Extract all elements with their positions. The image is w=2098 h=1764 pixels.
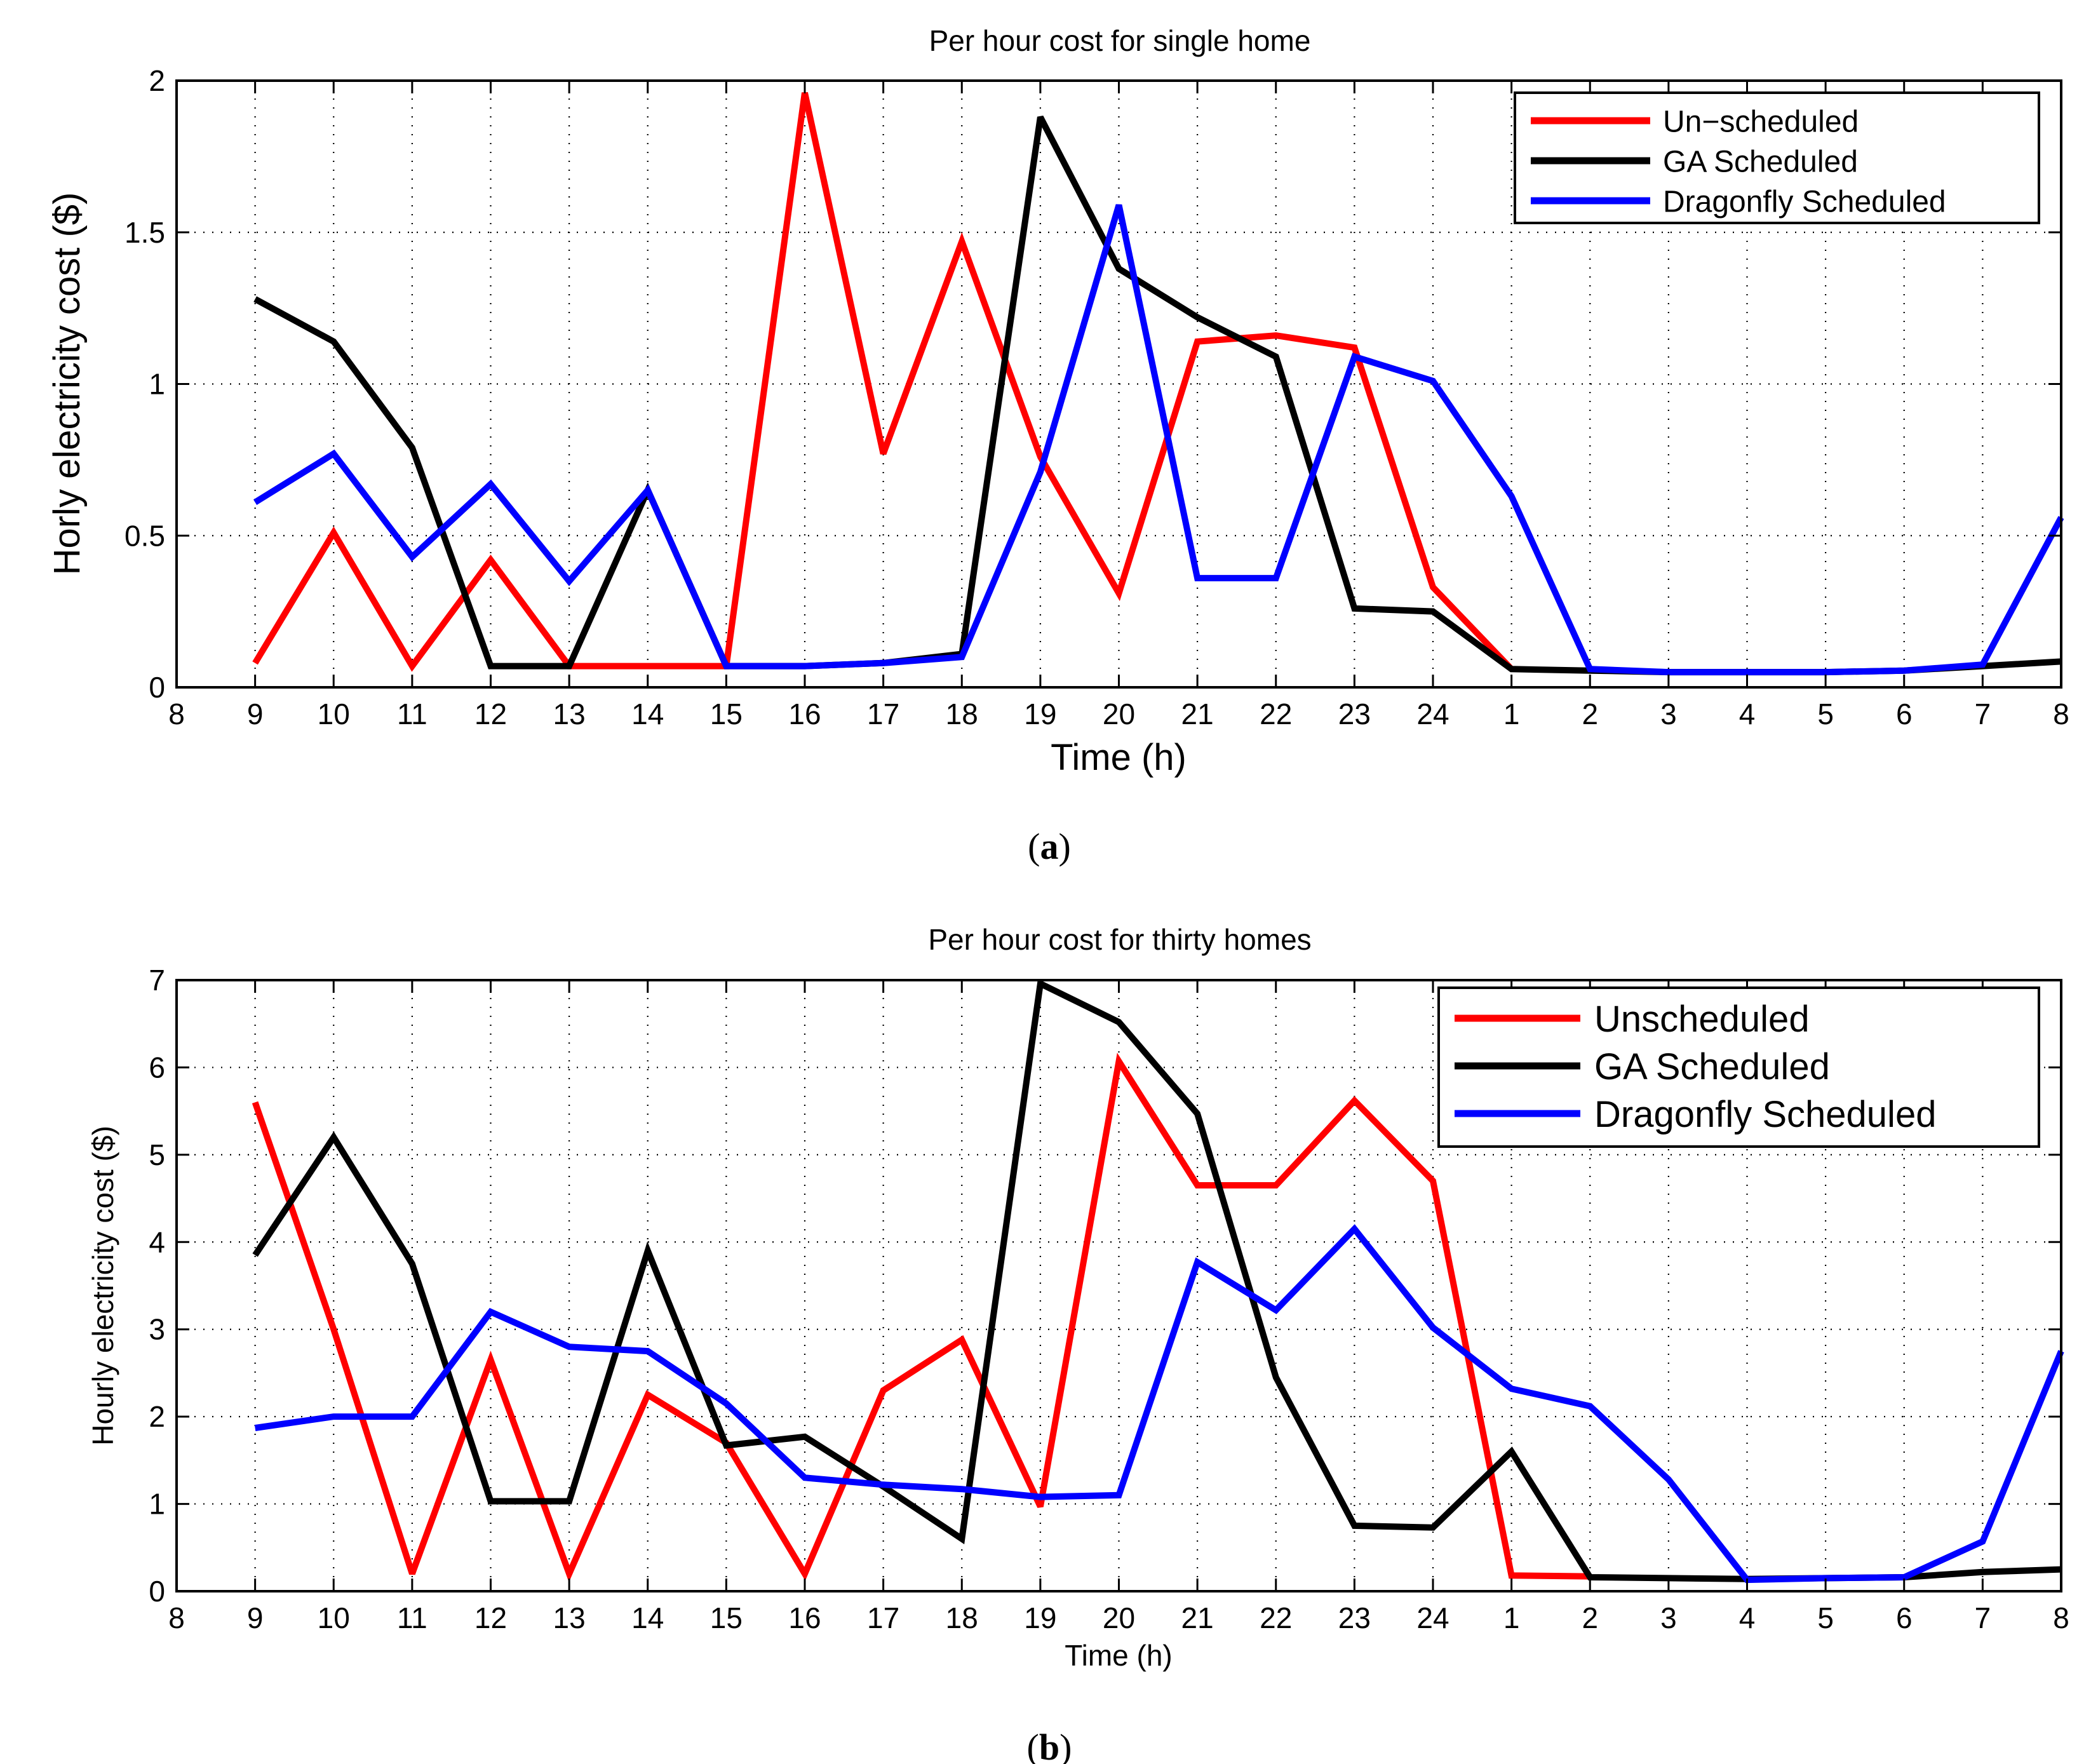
x-tick-label: 2 <box>1582 697 1598 731</box>
legend-label: GA Scheduled <box>1663 145 1858 178</box>
x-tick-label: 17 <box>867 1601 899 1634</box>
x-tick-label: 8 <box>168 697 185 731</box>
x-tick-label: 23 <box>1338 1601 1371 1634</box>
x-tick-label: 7 <box>1975 697 1991 731</box>
x-tick-label: 10 <box>318 697 350 731</box>
x-tick-label: 4 <box>1739 1601 1756 1634</box>
chart-title: Per hour cost for thirty homes <box>928 923 1311 956</box>
x-tick-label: 9 <box>247 697 264 731</box>
x-tick-label: 17 <box>867 697 899 731</box>
axis-ticks: 8 9 10 11 12 13 14 15 16 17 18 19 20 21 22 23 24 1 2 3 4 5 6 7 8… <box>124 64 2069 731</box>
x-tick-label: 16 <box>788 697 821 731</box>
x-tick-label: 13 <box>553 697 586 731</box>
y-tick-label: 1 <box>149 368 165 401</box>
legend-label: Unscheduled <box>1594 999 1810 1040</box>
x-tick-label: 3 <box>1660 697 1677 731</box>
y-tick-label: 7 <box>149 964 165 997</box>
x-tick-label: 24 <box>1416 697 1449 731</box>
y-tick-label: 0.5 <box>124 519 165 552</box>
y-axis-label: Horly electricity cost ($) <box>46 192 88 576</box>
legend-label: Un−scheduled <box>1663 105 1859 138</box>
x-tick-label: 13 <box>553 1601 586 1634</box>
x-tick-label: 8 <box>2053 697 2069 731</box>
y-tick-label: 2 <box>149 64 165 97</box>
x-tick-label: 14 <box>631 1601 664 1634</box>
x-tick-label: 20 <box>1103 697 1135 731</box>
grid-lines <box>177 81 2061 687</box>
y-tick-label: 2 <box>149 1400 165 1433</box>
y-tick-label: 5 <box>149 1138 165 1171</box>
x-tick-label: 16 <box>788 1601 821 1634</box>
series-lines <box>252 92 2064 676</box>
y-tick-label: 1.5 <box>124 216 165 249</box>
x-tick-label: 2 <box>1582 1601 1598 1634</box>
subfigure-caption: (b) <box>1027 1727 1072 1764</box>
y-tick-label: 3 <box>149 1313 165 1346</box>
x-tick-label: 11 <box>397 697 427 731</box>
x-tick-label: 6 <box>1896 697 1913 731</box>
x-tick-label: 19 <box>1024 1601 1056 1634</box>
x-tick-label: 1 <box>1503 1601 1520 1634</box>
x-tick-label: 18 <box>946 1601 978 1634</box>
legend-label: Dragonfly Scheduled <box>1594 1094 1936 1135</box>
x-tick-label: 1 <box>1503 697 1520 731</box>
y-axis-label: Hourly electricity cost ($) <box>86 1126 119 1446</box>
legend: Un−scheduled GA Scheduled Dragonfly Schedu… <box>1514 91 2040 224</box>
legend-label: GA Scheduled <box>1594 1046 1830 1087</box>
chart-single-home: Per hour cost for single home 8 9 10 11 12 13… <box>46 24 2069 867</box>
legend: Unscheduled GA Scheduled Dragonfly Schedul… <box>1437 986 2040 1148</box>
x-tick-label: 5 <box>1817 697 1834 731</box>
x-tick-label: 10 <box>318 1601 350 1634</box>
x-tick-label: 22 <box>1260 697 1292 731</box>
x-tick-label: 3 <box>1660 1601 1677 1634</box>
x-tick-label: 7 <box>1975 1601 1991 1634</box>
x-tick-label: 9 <box>247 1601 264 1634</box>
chart-title: Per hour cost for single home <box>929 24 1311 57</box>
x-tick-label: 20 <box>1103 1601 1135 1634</box>
x-tick-label: 18 <box>946 697 978 731</box>
x-tick-label: 6 <box>1896 1601 1913 1634</box>
x-tick-label: 19 <box>1024 697 1056 731</box>
y-tick-label: 6 <box>149 1051 165 1084</box>
x-tick-label: 11 <box>397 1601 427 1634</box>
x-tick-label: 8 <box>168 1601 185 1634</box>
axis-ticks: 8 9 10 11 12 13 14 15 16 17 18 19 20 21 22 23 24 1 2 3 4 5 6 7 8… <box>149 964 2069 1634</box>
x-tick-label: 21 <box>1181 1601 1214 1634</box>
x-tick-label: 12 <box>474 697 507 731</box>
subfigure-caption: (a) <box>1028 826 1071 867</box>
legend-label: Dragonfly Scheduled <box>1663 185 1946 219</box>
x-tick-label: 8 <box>2053 1601 2069 1634</box>
x-axis-label: Time (h) <box>1051 737 1187 778</box>
series-line-2 <box>254 1224 2064 1584</box>
x-tick-label: 21 <box>1181 697 1214 731</box>
x-tick-label: 4 <box>1739 697 1756 731</box>
x-tick-label: 12 <box>474 1601 507 1634</box>
x-axis-label: Time (h) <box>1065 1639 1173 1672</box>
series-line-2 <box>253 204 2064 676</box>
x-tick-label: 24 <box>1416 1601 1449 1634</box>
x-tick-label: 23 <box>1338 697 1371 731</box>
x-tick-label: 5 <box>1817 1601 1834 1634</box>
x-tick-label: 22 <box>1260 1601 1292 1634</box>
y-tick-label: 4 <box>149 1225 165 1258</box>
x-tick-label: 14 <box>631 697 664 731</box>
x-tick-label: 15 <box>710 1601 743 1634</box>
y-tick-label: 0 <box>149 1575 165 1608</box>
y-tick-label: 1 <box>149 1488 165 1521</box>
series-line-0 <box>252 1053 1590 1582</box>
series-lines <box>252 978 2064 1584</box>
y-tick-label: 0 <box>149 671 165 704</box>
chart-thirty-homes: Per hour cost for thirty homes 8 9 10 11 12 1… <box>86 923 2069 1764</box>
x-tick-label: 15 <box>710 697 743 731</box>
